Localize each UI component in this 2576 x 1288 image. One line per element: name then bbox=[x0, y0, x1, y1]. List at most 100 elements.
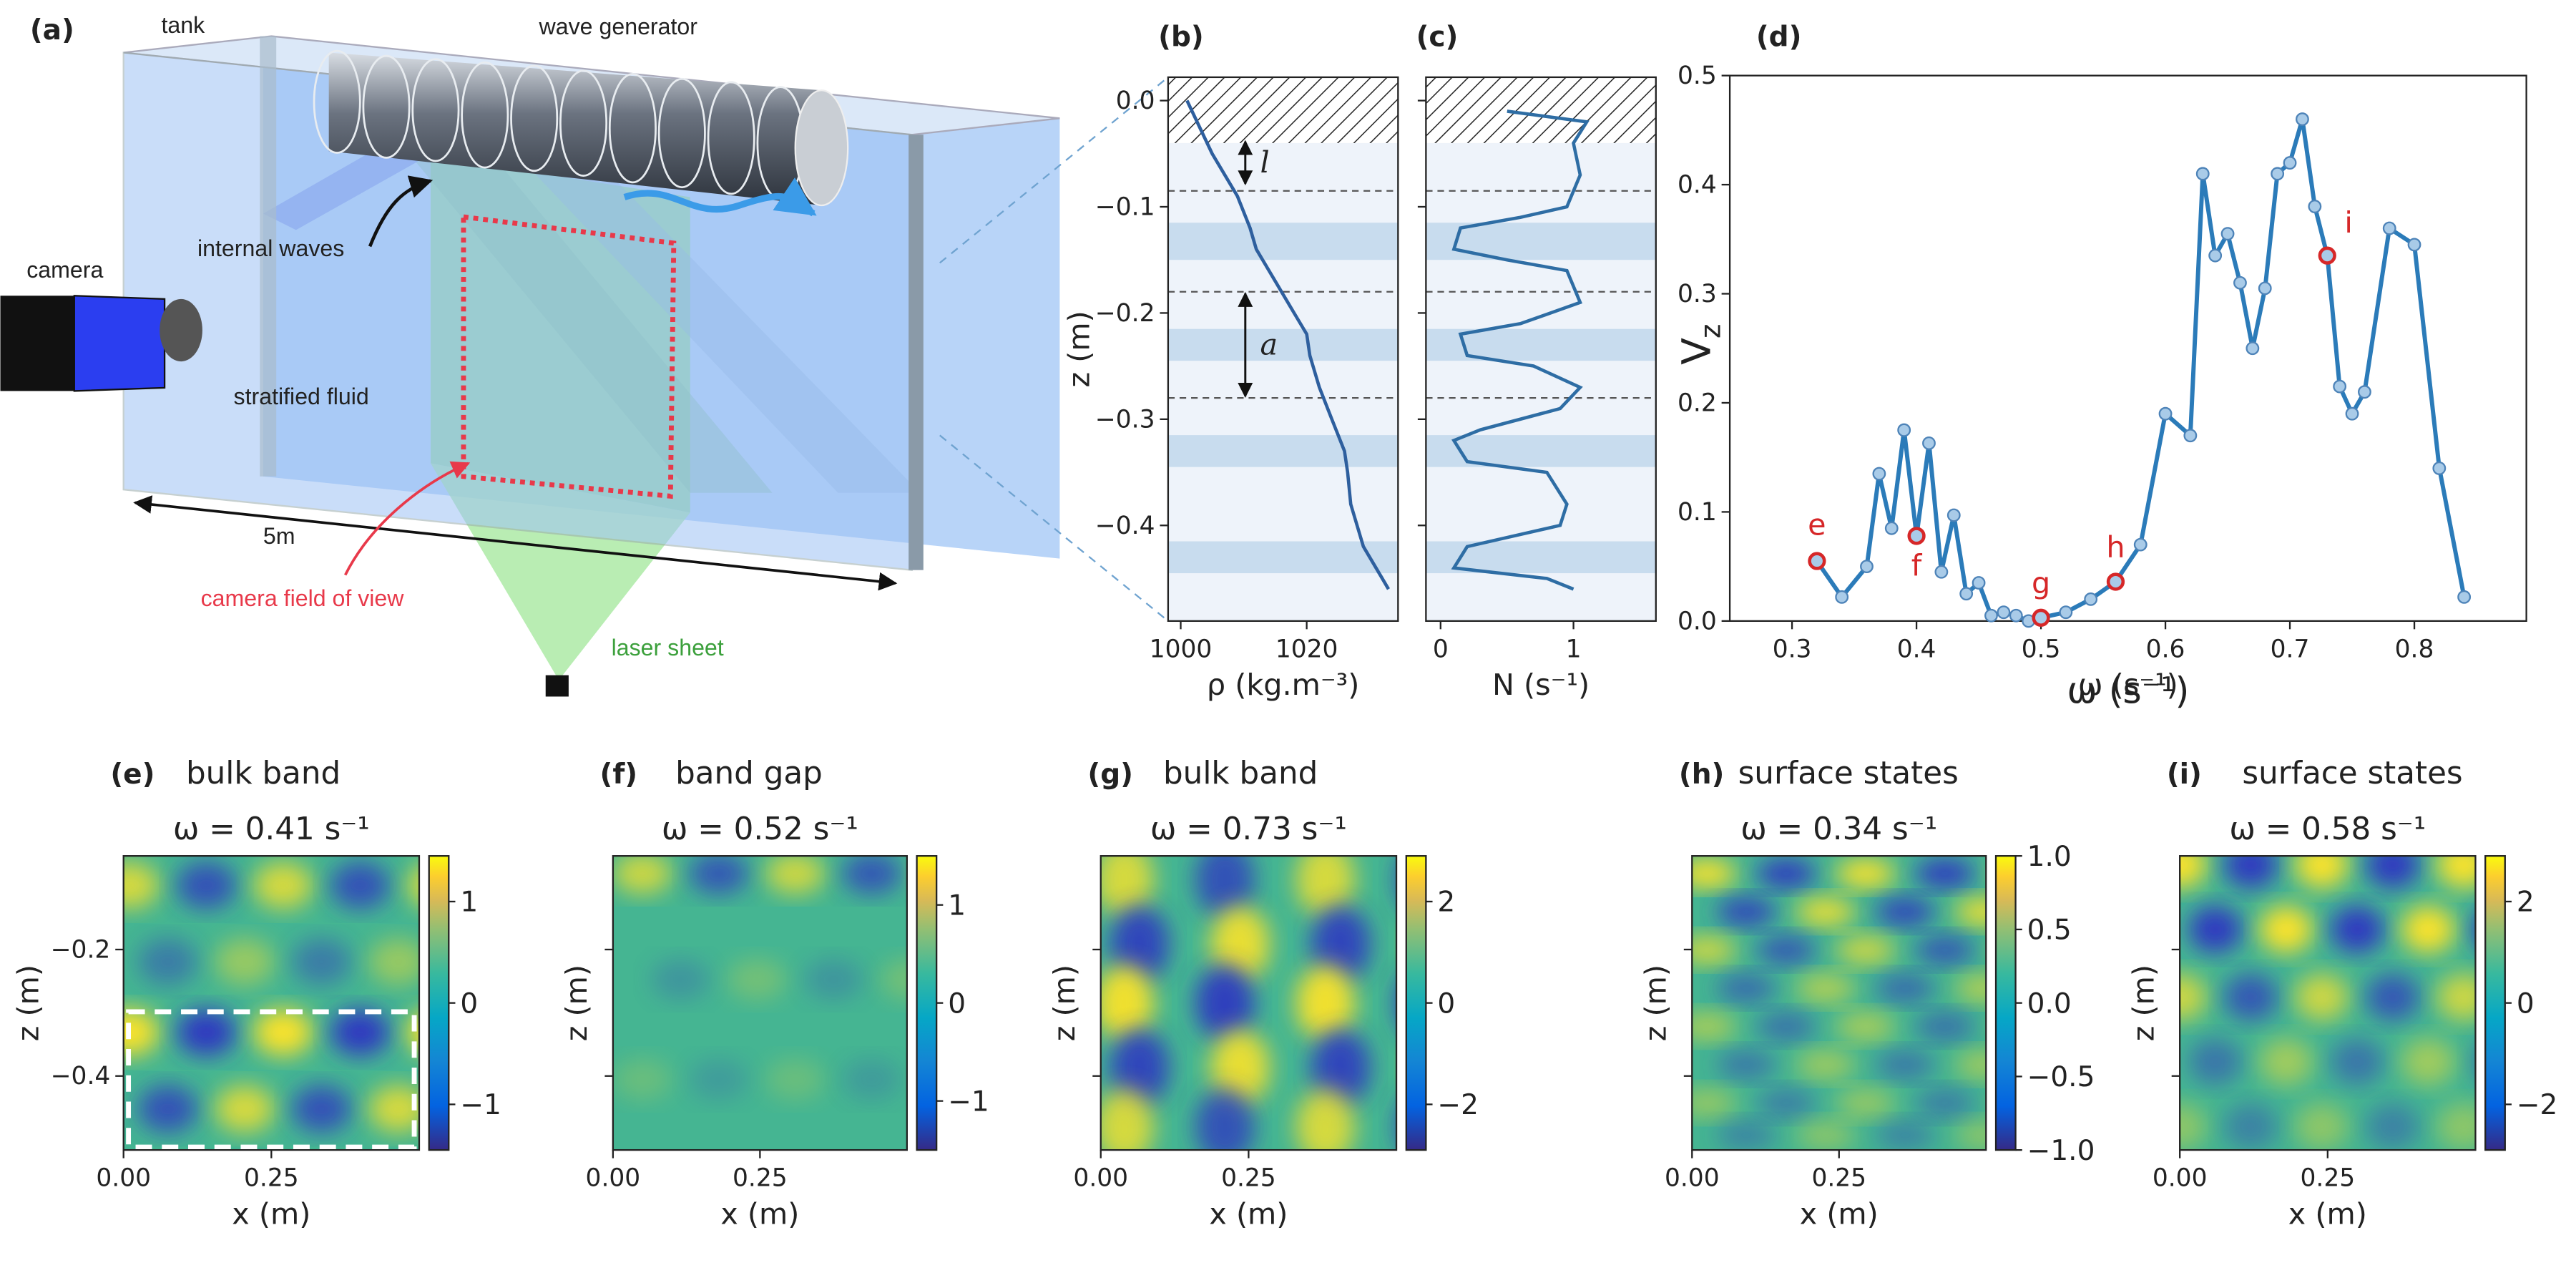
x-axis-label: ω (s⁻¹) bbox=[2067, 670, 2189, 712]
data-point bbox=[2283, 156, 2297, 170]
y-tick-label: −0.2 bbox=[51, 935, 111, 964]
heatmap-image bbox=[612, 856, 907, 1151]
data-point bbox=[2084, 592, 2098, 606]
annotation-label: l bbox=[1260, 145, 1269, 180]
field-blob bbox=[651, 959, 710, 1000]
field-blob bbox=[215, 1085, 275, 1133]
colorbar-tick-label: 0 bbox=[948, 987, 966, 1020]
heatmap-image bbox=[123, 856, 419, 1151]
data-point bbox=[2432, 462, 2447, 475]
generator-end bbox=[794, 89, 849, 207]
x-axis-label: x (m) bbox=[1800, 1196, 1879, 1231]
tank-pillar bbox=[909, 135, 924, 570]
field-blob bbox=[368, 938, 419, 985]
field-blob bbox=[1836, 935, 1895, 965]
data-point bbox=[2358, 385, 2371, 399]
colorbar-tick-label: 2 bbox=[2517, 887, 2535, 919]
field-blob bbox=[2224, 1103, 2278, 1151]
field-blob bbox=[2437, 1103, 2476, 1151]
field-blob bbox=[330, 1008, 390, 1056]
colorbar bbox=[428, 855, 450, 1151]
colorbar-tick-label: 0.0 bbox=[2027, 987, 2072, 1020]
field-blob bbox=[2544, 1038, 2576, 1085]
data-point bbox=[2308, 200, 2322, 213]
field-blob bbox=[1692, 1088, 1736, 1118]
hatch bbox=[1426, 77, 1656, 143]
y-tick-label: 0.1 bbox=[1678, 498, 1717, 527]
field-blob bbox=[2330, 906, 2384, 953]
data-point bbox=[1835, 590, 1849, 604]
colorbar-tick-label: −2 bbox=[1437, 1089, 1479, 1121]
panel-label: (i) bbox=[2167, 758, 2202, 791]
field-blob bbox=[1210, 906, 1270, 982]
y-tick-label: −0.4 bbox=[51, 1062, 111, 1091]
field-blob bbox=[2224, 856, 2278, 889]
data-point bbox=[2246, 341, 2260, 356]
field-blob bbox=[1692, 1011, 1736, 1042]
field-blob bbox=[1717, 897, 1776, 927]
x-tick-label: 0.25 bbox=[1811, 1164, 1866, 1193]
panel-title: band gap bbox=[675, 756, 823, 791]
data-point bbox=[1860, 560, 1874, 574]
field-blob bbox=[2401, 906, 2455, 953]
diagram-label: laser sheet bbox=[612, 635, 724, 660]
hatch bbox=[1167, 77, 1399, 143]
diagram-label: stratified fluid bbox=[234, 384, 369, 409]
x-axis-label: x (m) bbox=[720, 1196, 799, 1231]
field-blob bbox=[1756, 935, 1816, 965]
highlight-label: g bbox=[2032, 566, 2050, 600]
x-axis-label: x (m) bbox=[1209, 1196, 1288, 1231]
x-tick-label: 0.00 bbox=[96, 1164, 151, 1193]
profile-line bbox=[1185, 99, 1390, 590]
field-blob bbox=[1796, 897, 1856, 927]
heatmap-image bbox=[1692, 856, 1987, 1151]
y-axis-label: Vz bbox=[1674, 323, 1728, 364]
panel-label: (d) bbox=[1756, 21, 1802, 53]
zoom-line bbox=[939, 434, 1169, 622]
field-blob bbox=[215, 938, 275, 985]
colorbar-tick-label: −2 bbox=[2517, 1089, 2558, 1121]
y-axis-label-sub: z bbox=[1695, 323, 1727, 338]
field-blob bbox=[2330, 1038, 2384, 1085]
data-point bbox=[2208, 248, 2223, 263]
field-blob bbox=[2188, 1038, 2242, 1085]
field-blob bbox=[138, 1085, 198, 1133]
field-blob bbox=[1836, 1088, 1895, 1118]
field-blob bbox=[1692, 859, 1736, 889]
data-point bbox=[2382, 221, 2396, 235]
laser bbox=[545, 675, 569, 697]
panel-subtitle: ω = 0.58 s⁻¹ bbox=[2229, 811, 2426, 847]
x-tick-label: 1000 bbox=[1150, 635, 1213, 663]
field-blob bbox=[1311, 906, 1371, 982]
data-point bbox=[1946, 508, 1961, 522]
y-tick-label: 0.5 bbox=[1678, 62, 1717, 90]
x-tick-label: 0 bbox=[1433, 635, 1449, 663]
x-axis-label: ρ (kg.m⁻³) bbox=[1207, 668, 1359, 702]
x-tick-label: 0.00 bbox=[1665, 1164, 1720, 1193]
x-tick-label: 0.25 bbox=[1221, 1164, 1276, 1193]
highlight-label: e bbox=[1808, 507, 1826, 542]
field-blob bbox=[1717, 1050, 1776, 1080]
colorbar-tick-label: 0.5 bbox=[2027, 914, 2072, 947]
diagram-label: camera bbox=[26, 257, 103, 283]
y-axis-label: z (m) bbox=[559, 965, 594, 1041]
x-tick-label: 0.00 bbox=[2153, 1164, 2208, 1193]
diagram-label: camera field of view bbox=[201, 585, 405, 611]
field-blob bbox=[1110, 1029, 1170, 1106]
field-blob bbox=[612, 856, 672, 894]
colorbar-tick-label: 1 bbox=[948, 889, 966, 922]
plot-frame bbox=[1167, 76, 1399, 623]
field-blob bbox=[1915, 1088, 1974, 1118]
field-blob bbox=[1796, 973, 1856, 1003]
field-blob bbox=[138, 938, 198, 985]
field-blob bbox=[1915, 1011, 1974, 1042]
field-blob bbox=[368, 1085, 419, 1133]
field-blob bbox=[2401, 1038, 2455, 1085]
field-blob bbox=[765, 856, 825, 894]
colorbar-tick-label: 2 bbox=[1437, 887, 1455, 919]
field-blob bbox=[1296, 965, 1356, 1042]
panel-label: (c) bbox=[1416, 21, 1459, 53]
panel-label: (g) bbox=[1087, 758, 1133, 791]
